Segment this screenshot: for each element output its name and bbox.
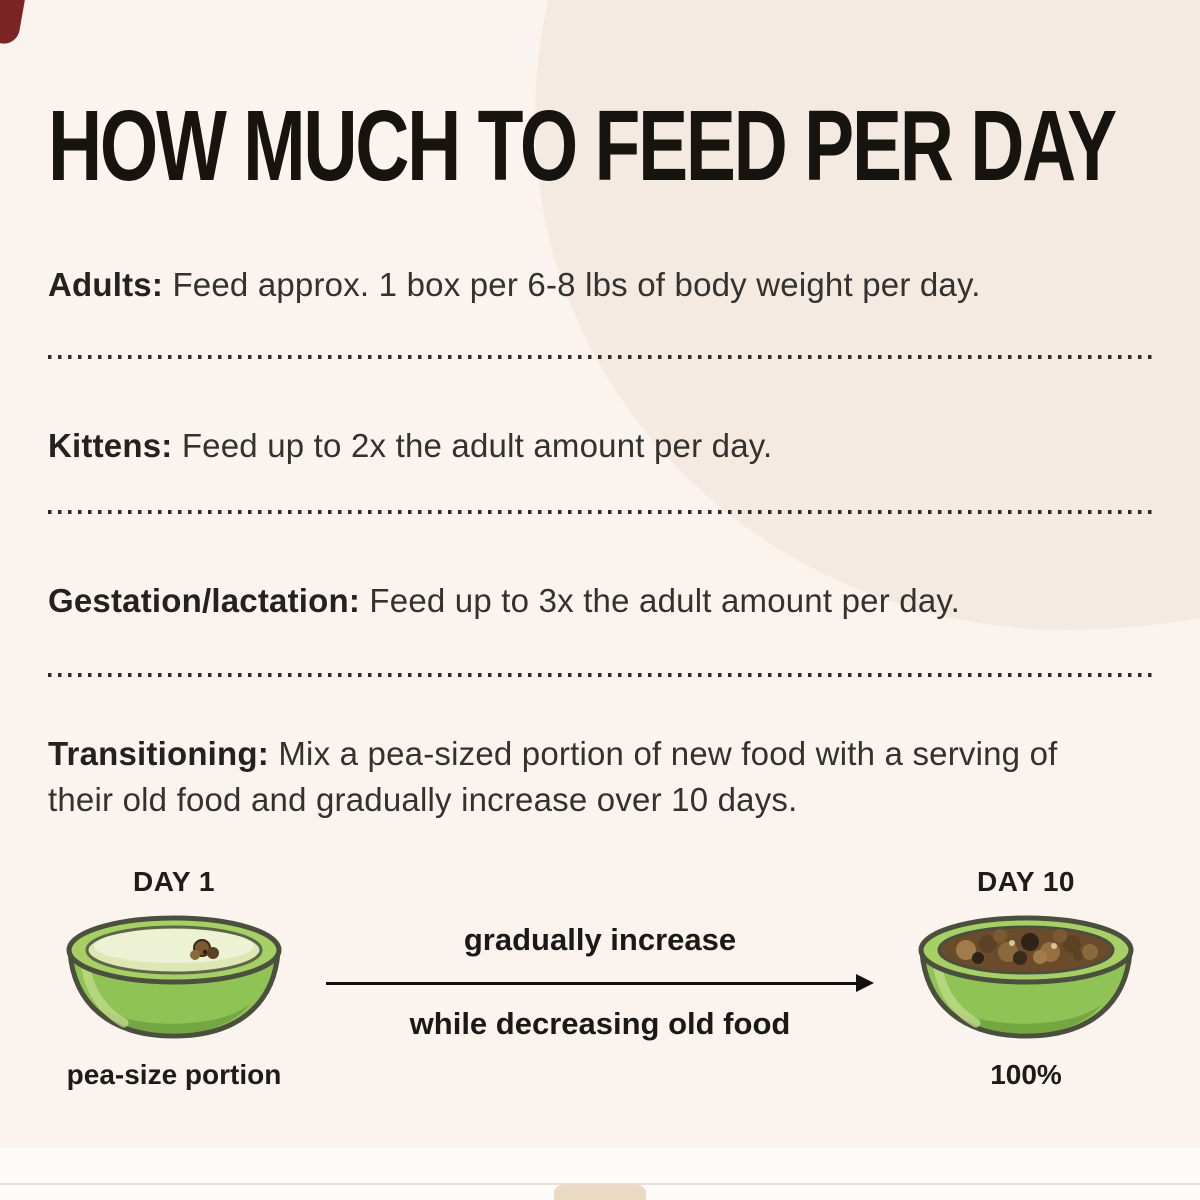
- day1-caption: pea-size portion: [66, 1059, 282, 1091]
- guideline-gestation: Gestation/lactation: Feed up to 3x the a…: [48, 578, 1152, 625]
- guideline-kittens: Kittens: Feed up to 2x the adult amount …: [48, 423, 1152, 470]
- guideline-transitioning-text: Mix a pea-sized portion of new food with…: [48, 734, 1058, 819]
- day1-label: DAY 1: [133, 866, 215, 898]
- dotted-divider: [48, 509, 1152, 514]
- bottom-divider-line: [0, 1183, 1200, 1185]
- guideline-adults-text: Feed approx. 1 box per 6-8 lbs of body w…: [172, 266, 981, 303]
- guideline-gestation-label: Gestation/lactation:: [48, 581, 361, 619]
- guideline-transitioning: Transitioning: Mix a pea-sized portion o…: [48, 731, 1108, 825]
- arrow-column: gradually increase while decreasing old …: [300, 866, 900, 1042]
- transition-diagram: DAY 1 pea-size portion: [48, 866, 1152, 1091]
- day10-column: DAY 10: [900, 866, 1152, 1091]
- bottom-strip: [0, 1148, 1200, 1200]
- dotted-divider: [48, 354, 1152, 359]
- day1-column: DAY 1 pea-size portion: [48, 866, 300, 1091]
- page-title: HOW MUCH TO FEED PER DAY: [48, 90, 1117, 202]
- guideline-kittens-text: Feed up to 2x the adult amount per day.: [181, 426, 773, 464]
- corner-accent: [0, 0, 27, 47]
- arrow-head: [856, 974, 874, 993]
- bowl-day10-icon: [908, 902, 1144, 1057]
- guideline-kittens-label: Kittens:: [48, 426, 173, 464]
- day10-label: DAY 10: [977, 866, 1075, 898]
- right-arrow-icon: [326, 974, 874, 993]
- guideline-gestation-text: Feed up to 3x the adult amount per day.: [369, 581, 960, 619]
- dotted-divider: [48, 672, 1152, 677]
- arrow-line: [326, 981, 856, 985]
- content-area: HOW MUCH TO FEED PER DAY Adults: Feed ap…: [0, 96, 1200, 1091]
- arrow-text-bottom: while decreasing old food: [409, 1006, 791, 1042]
- bottom-accent-pill: [554, 1185, 646, 1200]
- guideline-transitioning-label: Transitioning:: [48, 734, 269, 772]
- guideline-adults-label: Adults:: [48, 266, 164, 303]
- arrow-text-top: gradually increase: [463, 922, 737, 958]
- day10-caption: 100%: [990, 1059, 1062, 1091]
- bowl-day1-icon: [56, 902, 292, 1057]
- guideline-adults: Adults: Feed approx. 1 box per 6-8 lbs o…: [48, 262, 1152, 309]
